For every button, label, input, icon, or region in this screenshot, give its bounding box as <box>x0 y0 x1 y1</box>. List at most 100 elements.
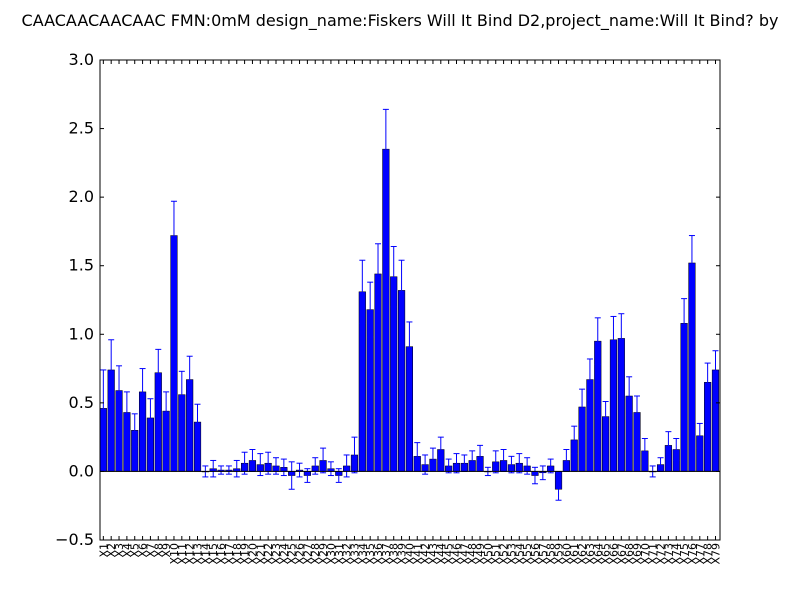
xtick-label: X59 <box>553 543 566 565</box>
errorbar-X15 <box>210 459 217 478</box>
errorbar-X62 <box>579 388 586 426</box>
errorbar-X40 <box>406 321 413 372</box>
xtick-label: X8 <box>152 543 165 558</box>
errorbar-X25 <box>288 461 295 490</box>
xtick-label: X31 <box>333 543 346 565</box>
errorbar-X36 <box>375 243 382 305</box>
xtick-label: X10 <box>168 543 181 565</box>
errorbar-X61 <box>571 425 578 455</box>
xtick-label: X44 <box>435 543 448 565</box>
xtick-label: X77 <box>694 543 707 565</box>
xtick-label: X9 <box>160 543 173 558</box>
xtick-label: X27 <box>301 543 314 565</box>
xtick-label: X68 <box>623 543 636 565</box>
xtick-label: X79 <box>709 543 722 565</box>
errorbar-X53 <box>508 455 515 474</box>
xtick-label: X4 <box>121 543 134 558</box>
errorbar-X16 <box>218 465 225 475</box>
errorbar-X32 <box>343 454 350 478</box>
xtick-label: X72 <box>655 543 668 565</box>
bar-X76 <box>688 262 696 472</box>
xtick-label: X75 <box>678 543 691 565</box>
xtick-label: X46 <box>451 543 464 565</box>
chart-title: CAACAACAACAAC FMN:0mM design_name:Fisker… <box>22 11 779 31</box>
xtick-label: X48 <box>466 543 479 565</box>
xtick-label: X42 <box>419 543 432 565</box>
xtick-label: X74 <box>670 543 683 565</box>
errorbar-X4 <box>123 391 130 434</box>
xtick-label: X53 <box>505 543 518 565</box>
errorbar-X48 <box>469 450 476 471</box>
xtick-label: X29 <box>317 543 330 565</box>
errorbar-X2 <box>108 339 115 401</box>
xtick-label: X43 <box>427 543 440 565</box>
xtick-label: X3 <box>113 543 126 558</box>
errorbar-X58 <box>547 458 554 474</box>
errorbar-X78 <box>704 362 711 402</box>
xtick-label: X24 <box>278 543 291 565</box>
errorbar-X9 <box>163 391 170 431</box>
errorbar-X49 <box>477 444 484 468</box>
xtick-label: X14 <box>199 543 212 565</box>
errorbar-X74 <box>673 438 680 461</box>
errorbar-X5 <box>131 413 138 448</box>
xtick-label: X73 <box>662 543 675 565</box>
xtick-label: X71 <box>647 543 660 565</box>
bars-group <box>99 148 720 490</box>
xtick-label: X21 <box>254 543 267 565</box>
xtick-label: X32 <box>341 543 354 565</box>
xtick-label: X56 <box>529 543 542 565</box>
ytick-label: 1.0 <box>69 324 94 343</box>
xtick-label: X19 <box>239 543 252 565</box>
errorbar-X34 <box>359 259 366 324</box>
xtick-label: X78 <box>702 543 715 565</box>
xtick-label: X64 <box>592 543 605 565</box>
errorbar-X35 <box>367 281 374 338</box>
xtick-label: X15 <box>207 543 220 565</box>
errorbar-X76 <box>688 235 695 291</box>
errorbar-X75 <box>681 298 688 349</box>
xtick-label: X5 <box>129 543 142 558</box>
errorbar-X22 <box>265 451 272 475</box>
errorbar-X18 <box>233 459 240 478</box>
ytick-label: 3.0 <box>69 50 94 69</box>
ytick-label: 2.0 <box>69 187 94 206</box>
xtick-label: X33 <box>348 543 361 565</box>
errorbar-X43 <box>429 447 436 471</box>
xtick-label: X45 <box>443 543 456 565</box>
xtick-label: X26 <box>294 543 307 565</box>
ytick-label: 0.0 <box>69 461 94 480</box>
xtick-label: X38 <box>388 543 401 565</box>
xtick-label: X2 <box>105 543 118 558</box>
errorbar-X68 <box>626 376 633 416</box>
xtick-label: X23 <box>270 543 283 565</box>
errorbar-X65 <box>602 400 609 433</box>
xtick-label: X30 <box>325 543 338 565</box>
errorbars-group <box>100 108 719 501</box>
xtick-label: X22 <box>262 543 275 565</box>
xtick-label: X57 <box>537 543 550 565</box>
xtick-label: X17 <box>223 543 236 565</box>
xtick-label: X41 <box>411 543 424 565</box>
errorbar-X45 <box>445 458 452 474</box>
errorbar-X10 <box>170 200 177 271</box>
errorbar-X7 <box>147 398 154 438</box>
xtick-label: X47 <box>458 543 471 565</box>
xtick-label: X49 <box>474 543 487 565</box>
errorbar-X54 <box>516 453 523 474</box>
errorbar-X39 <box>398 259 405 322</box>
errorbar-X66 <box>610 315 617 364</box>
errorbar-X69 <box>634 395 641 430</box>
ytick-label: −0.5 <box>55 530 94 549</box>
errorbar-X13 <box>194 403 201 441</box>
errorbar-X33 <box>351 436 358 474</box>
errorbar-X29 <box>320 447 327 474</box>
xtick-label: X16 <box>215 543 228 565</box>
xtick-label: X76 <box>686 543 699 565</box>
xtick-label: X37 <box>380 543 393 565</box>
errorbar-X24 <box>280 458 287 477</box>
xtick-label: X50 <box>482 543 495 565</box>
errorbar-X37 <box>382 108 389 190</box>
errorbar-X64 <box>594 317 601 365</box>
